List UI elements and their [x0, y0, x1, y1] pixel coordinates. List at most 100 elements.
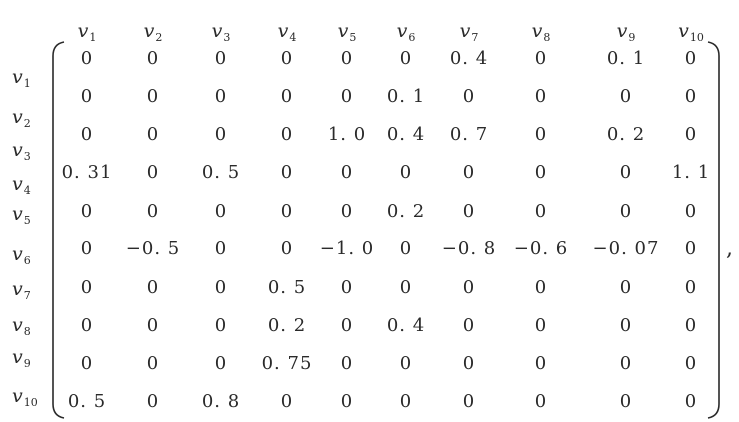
matrix-cell-r7-c7: 0: [462, 277, 476, 298]
matrix-cell-r7-c8: 0: [534, 277, 548, 298]
row-label-6-subscript: 6: [23, 254, 31, 267]
row-label-5-subscript: 5: [23, 214, 31, 227]
column-label-1-subscript: 1: [89, 31, 97, 44]
matrix-cell-r7-c4: 0. 5: [267, 277, 307, 298]
matrix-cell-r9-c2: 0: [146, 353, 160, 374]
row-label-8-base: v: [12, 314, 23, 336]
matrix-cell-r1-c9: 0. 1: [606, 48, 646, 69]
matrix-cell-r4-c6: 0: [399, 162, 413, 183]
matrix-cell-r10-c2: 0: [146, 391, 160, 412]
row-label-3: v3: [12, 139, 31, 163]
matrix-cell-r9-c9: 0: [619, 353, 633, 374]
column-label-3: v3: [212, 22, 231, 44]
row-label-3-base: v: [12, 139, 23, 161]
row-label-4-base: v: [12, 173, 23, 195]
row-label-10-base: v: [12, 385, 23, 407]
row-label-1-base: v: [12, 66, 23, 88]
row-label-1: v1: [12, 66, 31, 90]
column-label-9: v9: [616, 20, 636, 44]
column-label-8-subscript: 8: [543, 31, 551, 44]
matrix-cell-r1-c4: 0: [280, 48, 294, 69]
trailing-comma: ,: [726, 236, 733, 261]
column-label-7: v7: [460, 22, 479, 44]
matrix-cell-r7-c6: 0: [399, 277, 413, 298]
matrix-cell-r5-c4: 0: [280, 201, 294, 222]
matrix-cell-r4-c7: 0: [462, 162, 476, 183]
matrix-cell-r2-c4: 0: [280, 86, 294, 107]
matrix-cell-r3-c5: 1. 0: [327, 124, 367, 145]
matrix-cell-r2-c9: 0: [619, 86, 633, 107]
matrix-cell-r2-c6: 0. 1: [386, 86, 426, 107]
matrix-cell-r6-c7: −0. 8: [441, 238, 497, 259]
matrix-cell-r9-c7: 0: [462, 353, 476, 374]
row-label-10: v10: [12, 385, 38, 409]
matrix-cell-r3-c7: 0. 7: [449, 124, 489, 145]
matrix-cell-r2-c2: 0: [146, 86, 160, 107]
row-label-5-base: v: [12, 203, 23, 225]
matrix-cell-r3-c6: 0. 4: [386, 124, 426, 145]
column-label-9-base: v: [616, 20, 628, 42]
matrix-cell-r6-c3: 0: [214, 238, 228, 259]
column-label-8-base: v: [531, 20, 543, 42]
column-label-6-base: v: [396, 20, 408, 42]
matrix-cell-r1-c5: 0: [340, 48, 354, 69]
matrix-cell-r4-c3: 0. 5: [201, 162, 241, 183]
matrix-cell-r3-c3: 0: [214, 124, 228, 145]
matrix-cell-r6-c6: 0: [399, 238, 413, 259]
matrix-cell-r6-c2: −0. 5: [125, 238, 181, 259]
column-label-2: v2: [144, 22, 163, 44]
matrix-cell-r10-c7: 0: [462, 391, 476, 412]
column-label-2-subscript: 2: [155, 31, 163, 44]
matrix-cell-r5-c7: 0: [462, 201, 476, 222]
matrix-cell-r9-c4: 0. 75: [261, 353, 313, 374]
row-label-4-subscript: 4: [23, 184, 31, 197]
matrix-cell-r5-c3: 0: [214, 201, 228, 222]
matrix-cell-r10-c6: 0: [399, 391, 413, 412]
matrix-cell-r6-c8: −0. 6: [513, 238, 569, 259]
matrix-cell-r8-c6: 0. 4: [386, 315, 426, 336]
matrix-cell-r7-c2: 0: [146, 277, 160, 298]
matrix-cell-r6-c10: 0: [684, 238, 698, 259]
row-label-8: v8: [12, 314, 31, 338]
left-bracket: [52, 41, 65, 419]
column-label-7-subscript: 7: [471, 31, 479, 44]
matrix-cell-r3-c10: 0: [684, 124, 698, 145]
matrix-cell-r8-c2: 0: [146, 315, 160, 336]
matrix-cell-r6-c1: 0: [80, 238, 94, 259]
matrix-cell-r1-c3: 0: [214, 48, 228, 69]
matrix-cell-r3-c9: 0. 2: [606, 124, 646, 145]
matrix-cell-r8-c8: 0: [534, 315, 548, 336]
column-label-5-base: v: [337, 20, 349, 42]
matrix-cell-r10-c3: 0. 8: [201, 391, 241, 412]
column-label-9-subscript: 9: [628, 31, 636, 44]
row-label-4: v4: [12, 173, 31, 197]
matrix-cell-r3-c2: 0: [146, 124, 160, 145]
matrix-cell-r3-c4: 0: [280, 124, 294, 145]
matrix-cell-r7-c5: 0: [340, 277, 354, 298]
matrix-cell-r3-c1: 0: [80, 124, 94, 145]
row-label-7-subscript: 7: [23, 289, 31, 302]
column-label-10-subscript: 10: [689, 31, 704, 44]
matrix-cell-r6-c9: −0. 07: [592, 238, 660, 259]
row-label-1-subscript: 1: [23, 77, 31, 90]
matrix-cell-r8-c3: 0: [214, 315, 228, 336]
matrix-cell-r9-c1: 0: [80, 353, 94, 374]
row-label-5: v5: [12, 203, 31, 227]
column-label-10: v10: [678, 20, 704, 44]
column-label-4-subscript: 4: [289, 31, 297, 44]
right-bracket: [707, 41, 720, 419]
matrix-cell-r10-c1: 0. 5: [67, 391, 107, 412]
row-label-7-base: v: [12, 278, 23, 300]
column-label-4-base: v: [277, 20, 289, 42]
row-label-8-subscript: 8: [23, 325, 31, 338]
row-label-7: v7: [12, 278, 31, 302]
matrix-cell-r5-c5: 0: [340, 201, 354, 222]
column-label-10-base: v: [678, 20, 689, 42]
matrix-cell-r1-c2: 0: [146, 48, 160, 69]
matrix-cell-r2-c3: 0: [214, 86, 228, 107]
matrix-cell-r4-c2: 0: [146, 162, 160, 183]
matrix-cell-r5-c8: 0: [534, 201, 548, 222]
matrix-cell-r5-c2: 0: [146, 201, 160, 222]
row-label-9: v9: [12, 348, 31, 370]
column-label-3-subscript: 3: [223, 31, 231, 44]
